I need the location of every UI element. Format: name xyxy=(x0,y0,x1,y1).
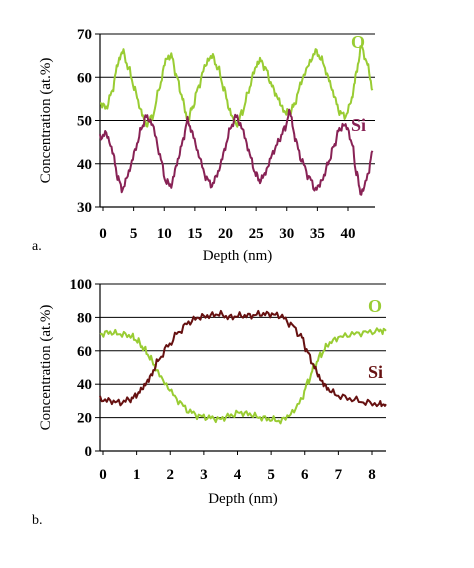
x-tick-label: 6 xyxy=(301,467,309,483)
x-tick-label: 5 xyxy=(130,226,138,242)
x-tick-label: 35 xyxy=(310,226,325,242)
chart-a: 30 40 50 60 70 0 5 10 15 20 25 30 35 40 Depth (nm) Conc… xyxy=(32,27,375,264)
x-tick-label: 40 xyxy=(341,226,356,242)
series-line-si xyxy=(99,108,374,196)
y-axis-label: Concentration (at.%) xyxy=(38,58,54,184)
x-tick-label: 15 xyxy=(187,226,202,242)
y-tick-label: 50 xyxy=(77,114,92,130)
chart-b: 0 20 40 60 80 100 0 1 2 3 4 5 6 7 8 Depth (nm) Concentra… xyxy=(32,277,387,528)
y-tick-label: 80 xyxy=(77,310,92,326)
y-tick-label: 70 xyxy=(77,27,92,43)
x-tick-label: 3 xyxy=(200,467,208,483)
x-tick-label: 0 xyxy=(99,226,107,242)
y-tick-label: 30 xyxy=(77,200,92,216)
x-tick-label: 1 xyxy=(133,467,141,483)
x-tick-label: 0 xyxy=(99,467,107,483)
y-tick-label: 40 xyxy=(77,377,92,393)
y-axis-label: Concentration (at.%) xyxy=(38,305,54,431)
series-line-si xyxy=(99,309,387,408)
x-tick-label: 5 xyxy=(267,467,275,483)
panel-label: b. xyxy=(32,513,43,528)
x-tick-label: 4 xyxy=(234,467,242,483)
x-tick-label: 20 xyxy=(218,226,233,242)
x-tick-label: 7 xyxy=(335,467,343,483)
series-label-o: O xyxy=(368,296,382,316)
x-tick-label: 2 xyxy=(167,467,175,483)
x-axis-label: Depth (nm) xyxy=(208,491,278,507)
x-axis-label: Depth (nm) xyxy=(203,248,273,264)
series-label-o: O xyxy=(351,32,365,52)
x-tick-label: 10 xyxy=(157,226,172,242)
y-tick-label: 60 xyxy=(77,344,92,360)
x-tick-label: 8 xyxy=(368,467,376,483)
y-tick-label: 60 xyxy=(77,70,92,86)
panel-label: a. xyxy=(32,239,42,254)
y-tick-label: 0 xyxy=(85,444,93,460)
x-tick-label: 25 xyxy=(249,226,264,242)
y-tick-label: 100 xyxy=(70,277,93,293)
x-tick-label: 30 xyxy=(279,226,294,242)
y-tick-label: 40 xyxy=(77,157,92,173)
series-label-si: Si xyxy=(368,362,383,382)
series-line-o xyxy=(99,327,387,425)
series-label-si: Si xyxy=(351,115,366,135)
y-tick-label: 20 xyxy=(77,411,92,427)
